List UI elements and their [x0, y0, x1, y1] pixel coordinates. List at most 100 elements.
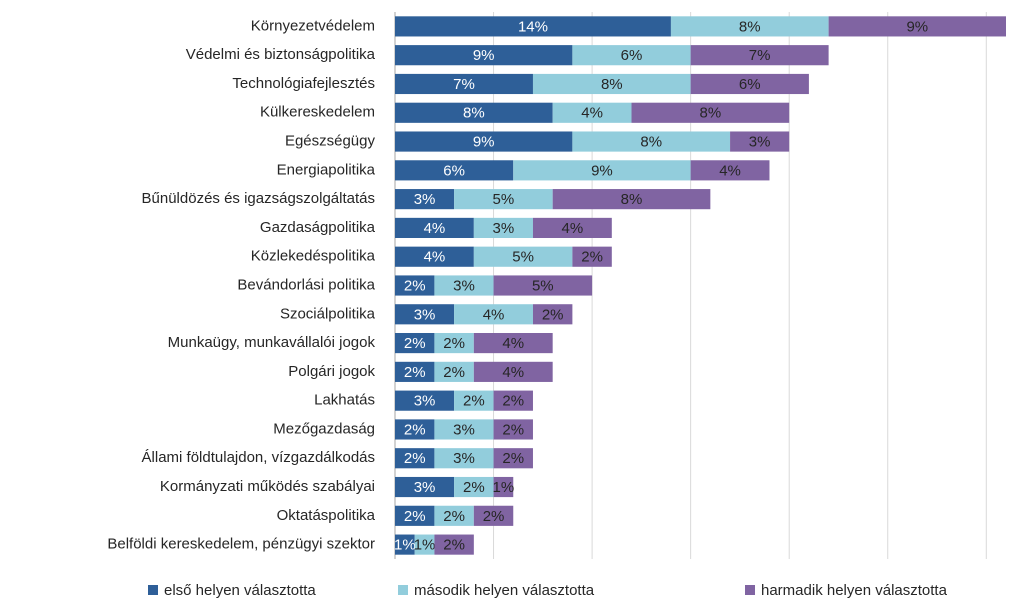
bar-segment — [395, 189, 455, 210]
value-label: 2% — [443, 364, 465, 381]
category-label: Belföldi kereskedelem, pénzügyi szektor — [107, 536, 375, 553]
bar-segment — [395, 73, 533, 95]
legend-swatch — [745, 585, 755, 595]
bar-segment — [434, 361, 474, 382]
value-label: 8% — [640, 134, 662, 151]
value-label: 7% — [453, 76, 475, 93]
value-label: 2% — [502, 421, 524, 438]
category-label: Lakhatás — [314, 392, 375, 409]
bar-segment — [434, 333, 474, 354]
category-label: Állami földtulajdon, vízgazdálkodás — [142, 449, 375, 466]
value-label: 3% — [749, 134, 771, 151]
value-label: 2% — [581, 249, 603, 266]
category-label: Környezetvédelem — [251, 17, 375, 34]
value-label: 2% — [443, 537, 465, 554]
value-label: 9% — [906, 18, 928, 35]
value-label: 3% — [453, 277, 475, 294]
value-label: 2% — [483, 508, 505, 525]
value-label: 2% — [502, 450, 524, 467]
value-label: 4% — [424, 220, 446, 237]
bar-segment — [395, 390, 455, 411]
category-label: Technológiafejlesztés — [232, 75, 375, 92]
value-label: 6% — [739, 76, 761, 93]
value-label: 2% — [404, 335, 426, 352]
category-label: Bűnüldözés és igazságszolgáltatás — [142, 190, 375, 207]
value-label: 14% — [518, 18, 548, 35]
value-label: 3% — [414, 191, 436, 208]
value-label: 5% — [512, 249, 534, 266]
bar-segment — [454, 476, 494, 498]
value-label: 2% — [404, 364, 426, 381]
legend-swatch — [398, 585, 408, 595]
bar-segment — [434, 275, 494, 296]
bar-segment — [454, 189, 553, 210]
value-label: 3% — [414, 306, 436, 323]
value-label: 1% — [414, 537, 436, 554]
bar-segment — [532, 217, 612, 238]
value-label: 4% — [562, 220, 584, 237]
legend-label: második helyen választotta — [414, 582, 595, 599]
category-label: Védelmi és biztonságpolitika — [186, 46, 376, 63]
bar-segment — [395, 476, 455, 498]
bar-segment — [434, 448, 494, 469]
value-label: 2% — [404, 508, 426, 525]
value-label: 5% — [532, 277, 554, 294]
value-label: 3% — [414, 479, 436, 496]
bar-segment — [493, 476, 514, 498]
bar-segment — [493, 390, 533, 411]
value-label: 4% — [483, 306, 505, 323]
value-label: 7% — [749, 47, 771, 64]
category-label: Munkaügy, munkavállalói jogok — [168, 334, 376, 351]
value-label: 8% — [621, 191, 643, 208]
value-label: 2% — [404, 421, 426, 438]
value-label: 3% — [453, 450, 475, 467]
bar-segment — [532, 73, 691, 95]
category-label: Szociálpolitika — [280, 305, 376, 322]
value-label: 8% — [601, 76, 623, 93]
bar-segment — [572, 131, 731, 152]
value-label: 5% — [493, 191, 515, 208]
category-label: Közlekedéspolitika — [251, 248, 376, 265]
bar-segment — [493, 275, 593, 296]
value-label: 4% — [502, 335, 524, 352]
legend-label: harmadik helyen választotta — [761, 582, 948, 599]
value-label: 2% — [502, 393, 524, 410]
bar-segment — [395, 131, 573, 152]
bar-segment — [532, 304, 573, 325]
bar-segment — [395, 217, 474, 238]
bar-segment — [572, 45, 691, 66]
value-label: 9% — [473, 134, 495, 151]
bar-segment — [473, 217, 533, 238]
bar-segment — [690, 160, 770, 181]
bar-segment — [473, 361, 553, 382]
value-label: 6% — [621, 47, 643, 64]
bar-segment — [395, 246, 474, 267]
bar-segment — [395, 333, 435, 354]
value-label: 8% — [739, 18, 761, 35]
bar-segment — [690, 45, 829, 66]
bar-segment — [395, 304, 455, 325]
bar-segment — [395, 16, 671, 37]
bar-segment — [454, 304, 533, 325]
value-label: 4% — [719, 162, 741, 179]
value-label: 2% — [404, 277, 426, 294]
bar-segment — [670, 16, 829, 37]
legend-swatch — [148, 585, 158, 595]
value-label: 4% — [424, 249, 446, 266]
value-label: 8% — [463, 105, 485, 122]
bar-segment — [473, 505, 514, 526]
bar-segment — [454, 390, 494, 411]
bar-segment — [690, 73, 809, 95]
category-label: Polgári jogok — [288, 363, 375, 380]
category-label: Mezőgazdaság — [273, 420, 375, 437]
category-label: Egészségügy — [285, 133, 376, 150]
bar-segment — [493, 419, 533, 440]
bar-segment — [395, 102, 553, 123]
value-label: 1% — [394, 537, 416, 554]
category-label: Külkereskedelem — [260, 104, 375, 121]
bar-segment — [473, 333, 553, 354]
bar-segment — [552, 102, 632, 123]
category-label: Oktatáspolitika — [277, 507, 376, 524]
value-label: 3% — [493, 220, 515, 237]
